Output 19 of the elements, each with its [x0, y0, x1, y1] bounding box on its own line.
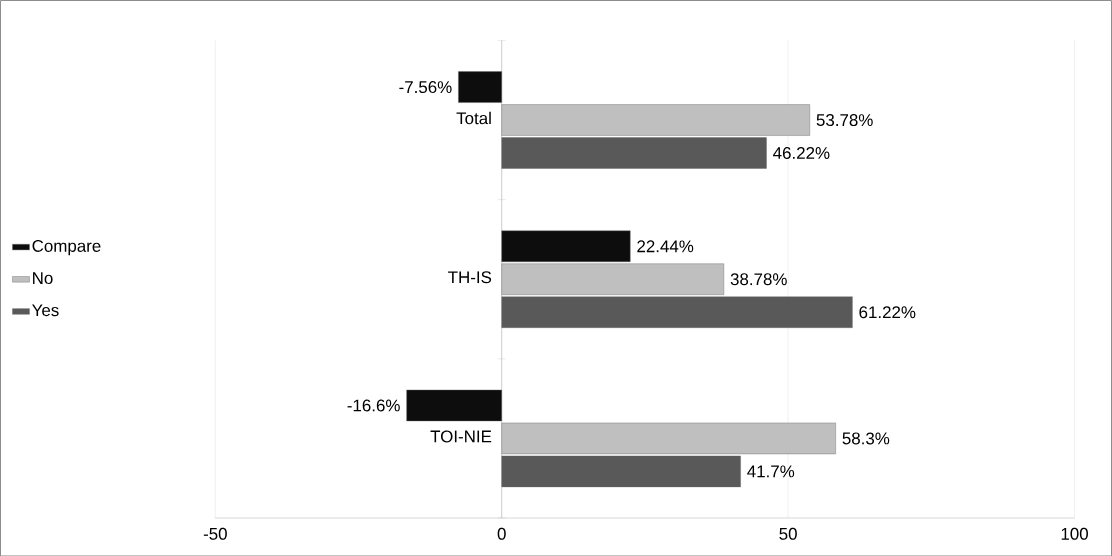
data-label: 41.7%: [747, 465, 795, 478]
data-label: 53.78%: [816, 113, 873, 126]
y-tick-label: TOI-NIE: [430, 430, 492, 443]
x-tick-label: 50: [779, 527, 797, 540]
legend-label: No: [33, 272, 53, 284]
x-tick-label: -50: [203, 527, 227, 540]
x-tick-label: 0: [497, 527, 506, 540]
data-label: 46.22%: [773, 146, 830, 159]
legend-label: Compare: [32, 239, 101, 256]
data-label: 58.3%: [842, 432, 890, 445]
y-tick-label: Total: [456, 111, 491, 125]
y-tick-label: TH-IS: [448, 271, 492, 283]
x-tick-label: 100: [1061, 527, 1088, 540]
data-label: -7.56%: [399, 80, 452, 93]
data-label: 61.22%: [859, 305, 916, 318]
data-label: 22.44%: [637, 240, 694, 252]
data-label: 38.78%: [730, 273, 787, 285]
legend-label: Yes: [32, 304, 59, 316]
data-label: -16.6%: [347, 399, 400, 412]
